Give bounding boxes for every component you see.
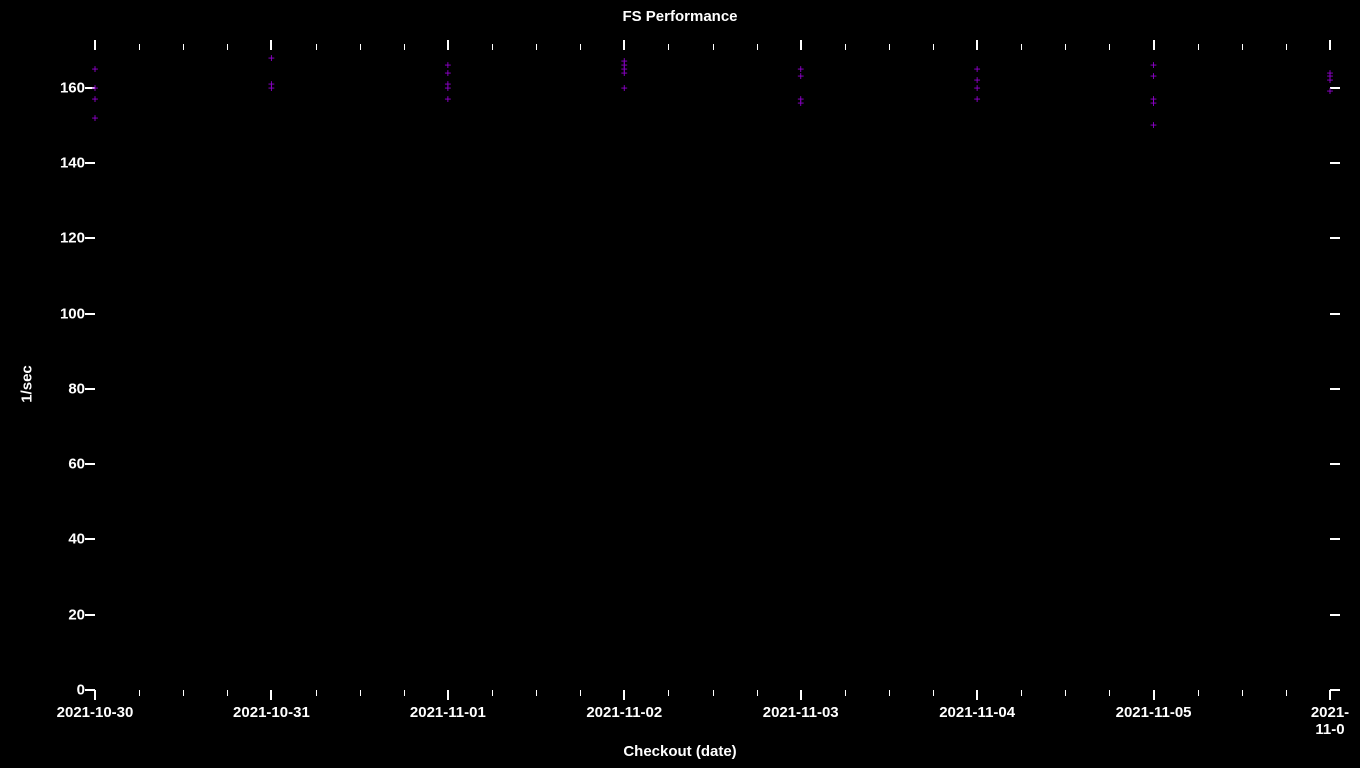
x-tick-label: 2021-11-0 [1311,704,1349,738]
x-tick-mark [447,40,449,50]
y-tick-mark [1330,689,1340,691]
x-tick-label: 2021-10-31 [233,704,310,721]
x-minor-tick [536,690,537,696]
x-minor-tick [713,44,714,50]
y-tick-mark [85,87,95,89]
y-tick-mark [1330,237,1340,239]
y-tick-mark [1330,313,1340,315]
x-minor-tick [1021,690,1022,696]
plot-area [95,50,1330,690]
x-minor-tick [139,690,140,696]
x-minor-tick [1021,44,1022,50]
x-minor-tick [1065,690,1066,696]
y-tick-mark [85,614,95,616]
x-minor-tick [183,44,184,50]
x-minor-tick [933,44,934,50]
x-axis-label: Checkout (date) [0,743,1360,760]
chart-title: FS Performance [0,8,1360,25]
x-tick-label: 2021-11-01 [410,704,486,721]
y-tick-mark [85,162,95,164]
x-minor-tick [492,690,493,696]
x-minor-tick [139,44,140,50]
x-tick-mark [270,40,272,50]
y-tick-mark [85,313,95,315]
x-minor-tick [227,44,228,50]
y-axis-label: 1/sec [18,365,35,403]
x-tick-mark [94,40,96,50]
x-minor-tick [889,44,890,50]
x-minor-tick [1242,690,1243,696]
y-tick-mark [1330,87,1340,89]
x-tick-mark [623,40,625,50]
x-tick-mark [623,690,625,700]
x-minor-tick [1286,690,1287,696]
x-minor-tick [845,44,846,50]
y-tick-label: 140 [45,154,85,171]
x-minor-tick [580,690,581,696]
x-minor-tick [316,44,317,50]
x-tick-mark [447,690,449,700]
y-tick-mark [85,237,95,239]
x-minor-tick [316,690,317,696]
x-tick-mark [976,40,978,50]
x-minor-tick [536,44,537,50]
x-tick-label: 2021-11-02 [586,704,662,721]
x-tick-mark [94,690,96,700]
y-tick-mark [1330,538,1340,540]
y-tick-mark [1330,162,1340,164]
x-tick-mark [976,690,978,700]
x-minor-tick [889,690,890,696]
y-tick-label: 0 [45,682,85,699]
x-minor-tick [1109,690,1110,696]
x-minor-tick [1242,44,1243,50]
x-minor-tick [1065,44,1066,50]
x-tick-label: 2021-11-05 [1116,704,1192,721]
x-minor-tick [1109,44,1110,50]
x-tick-mark [1329,40,1331,50]
x-tick-label: 2021-11-03 [763,704,839,721]
y-tick-label: 40 [45,531,85,548]
x-minor-tick [933,690,934,696]
x-minor-tick [757,44,758,50]
chart-container: FS Performance 1/sec Checkout (date) 0 20… [0,0,1360,768]
y-tick-label: 120 [45,230,85,247]
y-tick-label: 80 [45,380,85,397]
x-tick-mark [800,690,802,700]
x-minor-tick [845,690,846,696]
x-minor-tick [580,44,581,50]
x-minor-tick [713,690,714,696]
y-tick-mark [85,463,95,465]
x-minor-tick [668,690,669,696]
y-tick-mark [85,388,95,390]
x-minor-tick [492,44,493,50]
y-tick-label: 20 [45,606,85,623]
y-tick-mark [1330,388,1340,390]
y-tick-mark [1330,463,1340,465]
x-tick-mark [270,690,272,700]
x-tick-mark [1329,690,1331,700]
x-minor-tick [360,44,361,50]
y-tick-label: 100 [45,305,85,322]
x-tick-label: 2021-10-30 [57,704,134,721]
y-tick-label: 60 [45,456,85,473]
x-minor-tick [1286,44,1287,50]
y-tick-mark [1330,614,1340,616]
x-tick-mark [1153,690,1155,700]
x-tick-label: 2021-11-04 [939,704,1015,721]
x-minor-tick [757,690,758,696]
y-tick-label: 160 [45,79,85,96]
x-minor-tick [1198,44,1199,50]
x-minor-tick [360,690,361,696]
x-minor-tick [404,44,405,50]
x-minor-tick [183,690,184,696]
x-tick-mark [1153,40,1155,50]
x-minor-tick [668,44,669,50]
y-tick-mark [85,538,95,540]
x-minor-tick [1198,690,1199,696]
x-minor-tick [404,690,405,696]
x-minor-tick [227,690,228,696]
x-tick-mark [800,40,802,50]
